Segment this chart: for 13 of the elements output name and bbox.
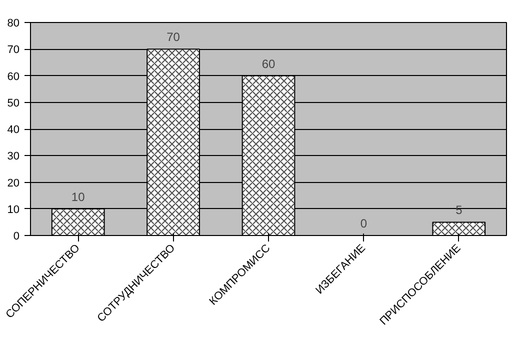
- data-label: 60: [262, 56, 276, 71]
- y-tick-label: 10: [7, 204, 20, 216]
- y-tick-label: 0: [13, 230, 20, 242]
- y-tick-label: 40: [7, 124, 20, 136]
- data-label: 0: [360, 216, 368, 230]
- y-tick-label: 50: [7, 97, 20, 110]
- data-label: 70: [166, 30, 180, 44]
- y-tick-label: 20: [7, 177, 20, 190]
- y-tick-label: 70: [7, 44, 20, 56]
- y-tick-label: 30: [7, 150, 20, 163]
- y-tick-label: 80: [7, 18, 20, 30]
- y-tick-label: 60: [7, 70, 20, 83]
- data-label: 10: [71, 190, 86, 204]
